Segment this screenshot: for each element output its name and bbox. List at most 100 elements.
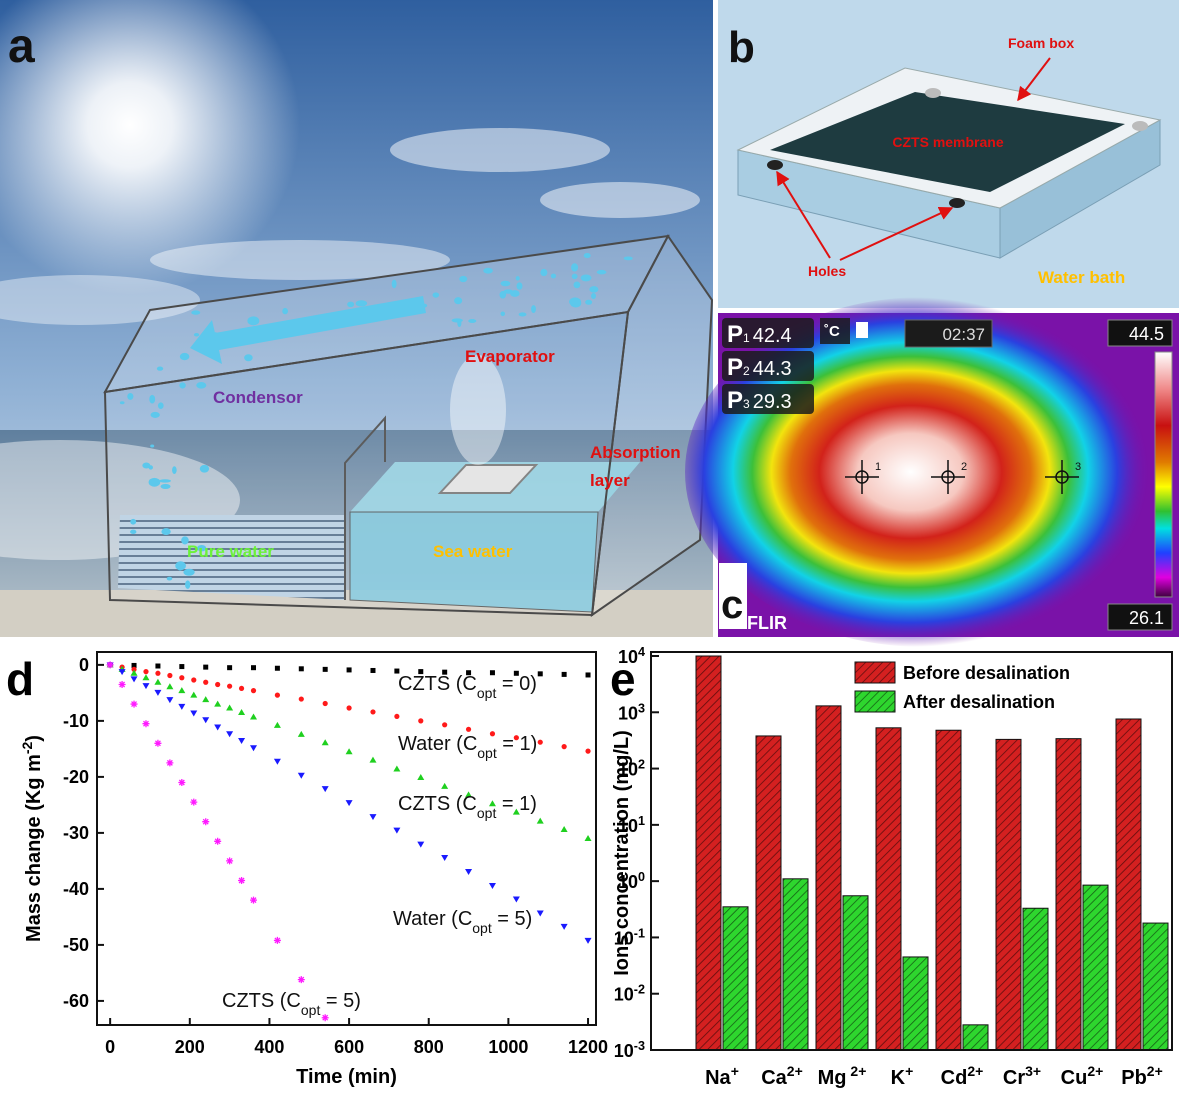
reading-name: P bbox=[727, 321, 743, 348]
droplet bbox=[551, 274, 556, 279]
y-tick-label-part: 10 bbox=[614, 985, 634, 1005]
series-label-part: = 0) bbox=[496, 673, 537, 695]
point bbox=[143, 669, 148, 674]
time: 02:37 bbox=[942, 325, 985, 344]
label: Absorption bbox=[590, 443, 681, 462]
droplet bbox=[142, 462, 150, 468]
bar bbox=[1143, 923, 1168, 1050]
bar bbox=[876, 728, 901, 1050]
x-tick-label-part: Cd bbox=[941, 1067, 968, 1089]
y-axis-title-part: -2 bbox=[19, 741, 35, 754]
x-tick-label-part: 2+ bbox=[787, 1063, 803, 1079]
point bbox=[562, 744, 567, 749]
droplet bbox=[569, 297, 581, 306]
droplet bbox=[483, 268, 492, 274]
series-label-part: opt bbox=[472, 920, 492, 936]
droplet bbox=[151, 412, 160, 418]
point bbox=[238, 877, 245, 884]
x-tick-label-part: + bbox=[731, 1063, 739, 1079]
point bbox=[131, 701, 138, 708]
droplet bbox=[149, 395, 155, 404]
droplet bbox=[150, 445, 154, 448]
y-tick-label: -30 bbox=[63, 823, 89, 843]
droplet bbox=[540, 269, 547, 276]
point bbox=[251, 665, 256, 670]
droplet bbox=[347, 302, 354, 308]
panel-b: b Foam box CZTS membrane Holes Water bat… bbox=[718, 0, 1179, 308]
droplet bbox=[572, 274, 578, 279]
reading-index: 3 bbox=[743, 397, 750, 411]
hole bbox=[1132, 121, 1148, 131]
series-label-part: = 5) bbox=[320, 990, 361, 1012]
series-label-part: CZTS (C bbox=[398, 793, 477, 815]
thermal-map bbox=[685, 297, 1165, 647]
legend-label: Before desalination bbox=[903, 663, 1070, 683]
droplet bbox=[392, 280, 397, 289]
panel-label: a bbox=[8, 20, 35, 73]
legend-label: After desalination bbox=[903, 692, 1055, 712]
reading-value: 42.4 bbox=[753, 325, 792, 347]
point bbox=[191, 677, 196, 682]
bar bbox=[1083, 885, 1108, 1050]
droplet bbox=[216, 345, 227, 348]
panel-label: c bbox=[721, 583, 743, 627]
point bbox=[347, 667, 352, 672]
droplet bbox=[356, 300, 367, 306]
y-tick-label: -50 bbox=[63, 935, 89, 955]
droplet bbox=[244, 354, 253, 361]
point bbox=[239, 686, 244, 691]
point bbox=[586, 672, 591, 677]
point bbox=[190, 799, 197, 806]
panel-label: e bbox=[610, 653, 636, 705]
x-tick-label: 600 bbox=[334, 1037, 364, 1057]
droplet bbox=[517, 282, 523, 289]
x-tick-label-part: 2+ bbox=[967, 1063, 983, 1079]
point bbox=[154, 740, 161, 747]
legend-swatch bbox=[855, 691, 895, 712]
hole bbox=[925, 88, 941, 98]
x-tick-label: 400 bbox=[254, 1037, 284, 1057]
point bbox=[585, 749, 590, 754]
bar bbox=[963, 1025, 988, 1050]
point bbox=[442, 722, 447, 727]
point bbox=[166, 759, 173, 766]
droplet bbox=[372, 313, 377, 322]
y-axis-title: Mass change (Kg m-2) bbox=[19, 735, 45, 942]
x-tick-label-part: 2+ bbox=[847, 1063, 867, 1079]
droplet bbox=[120, 401, 125, 404]
point-label: 2 bbox=[961, 461, 967, 473]
point bbox=[203, 680, 208, 685]
droplet bbox=[180, 353, 190, 360]
x-tick-label-part: 2+ bbox=[1147, 1063, 1163, 1079]
cloud bbox=[540, 182, 700, 218]
legend-swatch bbox=[855, 662, 895, 683]
point bbox=[275, 693, 280, 698]
point bbox=[251, 688, 256, 693]
panel-c: 1 2 3 P142.4 P244.3 P329.3 ˚C 02:37 44.5… bbox=[685, 297, 1179, 647]
cloud bbox=[390, 128, 610, 172]
droplet bbox=[585, 300, 592, 305]
x-tick-label-part: Ca bbox=[761, 1067, 787, 1089]
droplet bbox=[194, 333, 199, 336]
point bbox=[214, 838, 221, 845]
droplet bbox=[624, 256, 633, 260]
label: Sea water bbox=[433, 542, 513, 561]
unit: ˚C bbox=[824, 323, 840, 340]
label: layer bbox=[590, 471, 630, 490]
series-label-part: CZTS (C bbox=[222, 990, 301, 1012]
bar bbox=[816, 706, 841, 1050]
label: Pure water bbox=[187, 542, 274, 561]
label: Foam box bbox=[1008, 35, 1074, 51]
y-tick-label: -10 bbox=[63, 711, 89, 731]
droplet bbox=[501, 311, 505, 316]
point bbox=[155, 671, 160, 676]
label: CZTS membrane bbox=[892, 134, 1003, 150]
point bbox=[250, 897, 257, 904]
point bbox=[275, 666, 280, 671]
droplet bbox=[149, 478, 161, 487]
series-label-part: Water (C bbox=[398, 733, 477, 755]
bar bbox=[996, 739, 1021, 1050]
colorbar bbox=[1155, 352, 1172, 597]
droplet bbox=[531, 305, 536, 313]
reading: P244.3 bbox=[727, 354, 792, 381]
